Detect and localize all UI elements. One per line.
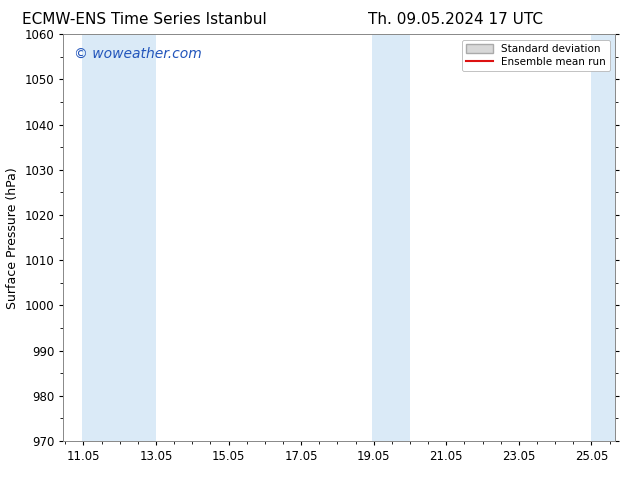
Text: ECMW-ENS Time Series Istanbul: ECMW-ENS Time Series Istanbul bbox=[22, 12, 266, 27]
Legend: Standard deviation, Ensemble mean run: Standard deviation, Ensemble mean run bbox=[462, 40, 610, 72]
Bar bbox=[82, 34, 156, 441]
Bar bbox=[592, 34, 615, 441]
Text: © woweather.com: © woweather.com bbox=[74, 47, 202, 60]
Bar bbox=[372, 34, 410, 441]
Y-axis label: Surface Pressure (hPa): Surface Pressure (hPa) bbox=[6, 167, 19, 309]
Text: Th. 09.05.2024 17 UTC: Th. 09.05.2024 17 UTC bbox=[368, 12, 543, 27]
